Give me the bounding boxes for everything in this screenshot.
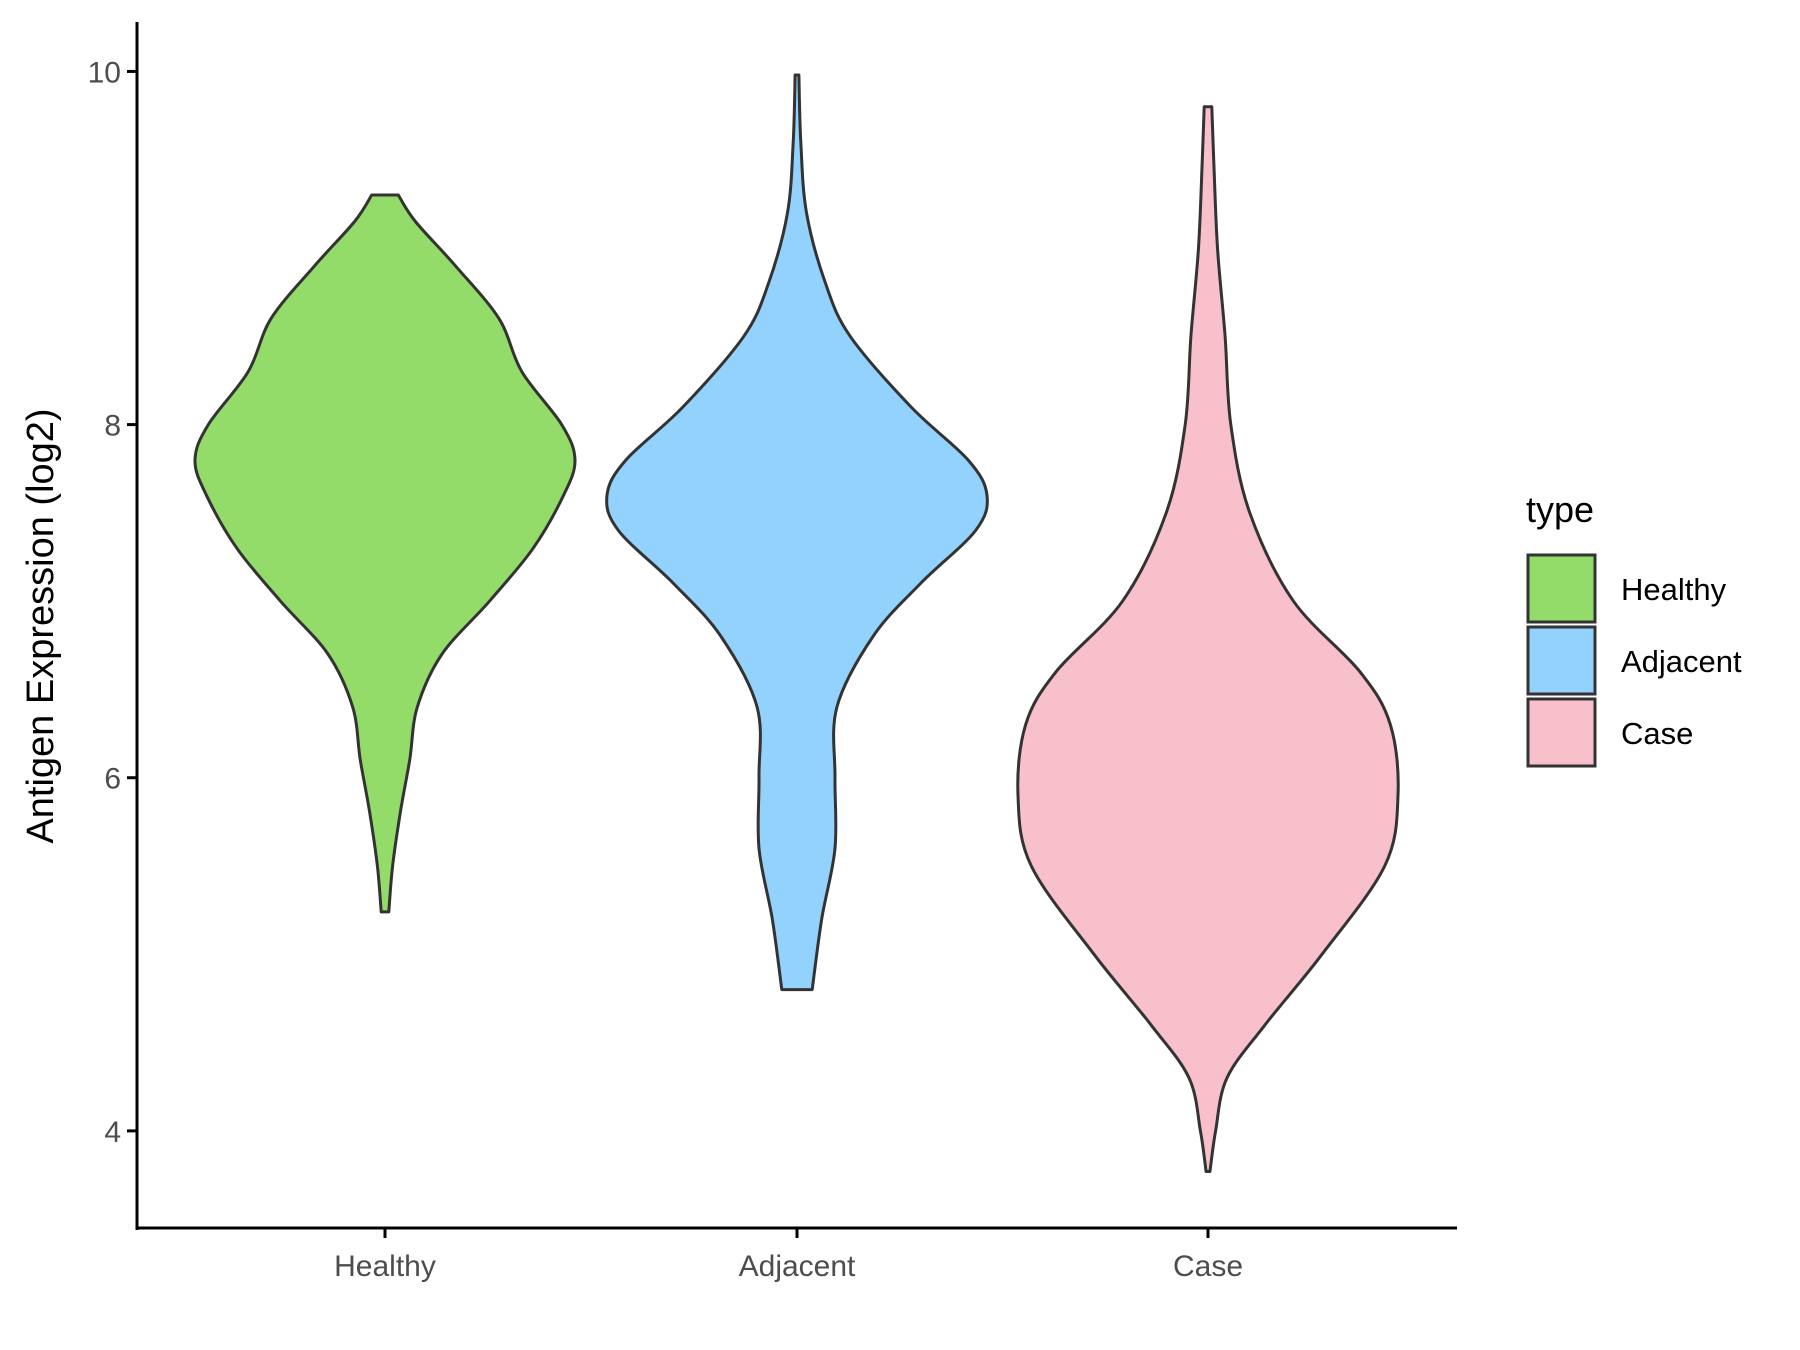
legend-label-case: Case — [1621, 716, 1693, 751]
legend-label-adjacent: Adjacent — [1621, 644, 1742, 679]
x-tick-label: Adjacent — [739, 1250, 856, 1283]
legend-label-healthy: Healthy — [1621, 572, 1727, 607]
legend: type Healthy Adjacent Case — [1526, 489, 1742, 768]
violin-layer — [193, 73, 1400, 1173]
legend-swatch-case — [1526, 697, 1597, 768]
x-tick-label: Case — [1173, 1250, 1243, 1283]
legend-title: type — [1526, 489, 1594, 530]
y-tick-label: 4 — [104, 1116, 121, 1149]
y-tick-label: 6 — [104, 763, 121, 796]
y-tick-label: 8 — [104, 410, 121, 443]
x-tick-label: Healthy — [334, 1250, 436, 1283]
violin-adjacent — [605, 73, 989, 992]
legend-swatch-adjacent — [1526, 625, 1597, 696]
y-axis-title: Antigen Expression (log2) — [20, 408, 62, 843]
legend-items: Healthy Adjacent Case — [1526, 553, 1742, 768]
y-tick-label: 10 — [88, 56, 121, 89]
y-axis-ticks: 4 6 8 10 — [88, 56, 137, 1149]
legend-swatch-healthy — [1526, 553, 1597, 624]
violin-healthy — [193, 193, 577, 914]
violin-case — [1016, 105, 1400, 1173]
x-axis-ticks: Healthy Adjacent Case — [334, 1228, 1243, 1283]
